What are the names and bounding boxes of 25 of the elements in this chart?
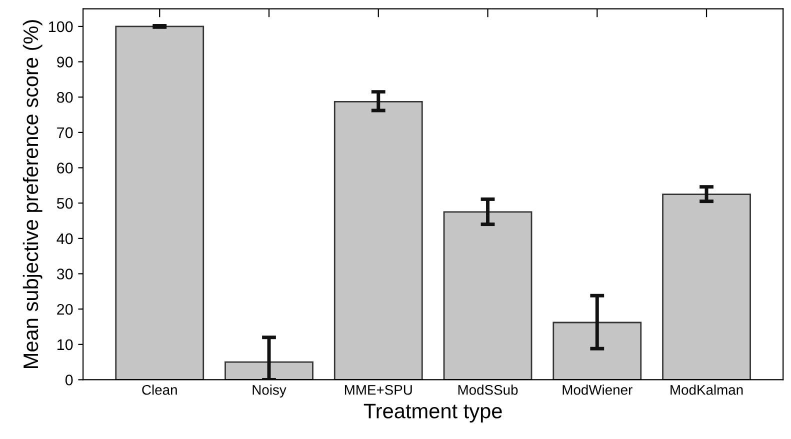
y-tick-label: 40 bbox=[56, 233, 73, 244]
y-tick-label: 10 bbox=[58, 339, 73, 350]
x-axis-title: Treatment type bbox=[364, 404, 502, 423]
x-tick-label: Clean bbox=[142, 384, 177, 395]
y-tick-label: 50 bbox=[56, 198, 73, 209]
y-tick-label: 100 bbox=[49, 21, 73, 32]
bar bbox=[443, 211, 532, 380]
bar bbox=[115, 26, 204, 380]
y-tick-label: 80 bbox=[57, 92, 73, 103]
x-tick-label: ModWiener bbox=[562, 384, 632, 395]
y-tick-label: 20 bbox=[57, 304, 73, 315]
y-axis-title: Mean subjective preference score (%) bbox=[22, 20, 42, 368]
bar bbox=[334, 101, 423, 380]
x-tick-label: ModKalman bbox=[670, 384, 743, 395]
x-tick-label: MME+SPU bbox=[344, 384, 412, 395]
bar bbox=[662, 194, 751, 380]
y-tick-label: 0 bbox=[65, 374, 73, 386]
y-tick-label: 90 bbox=[57, 56, 73, 68]
y-tick-label: 30 bbox=[56, 268, 73, 280]
bar bbox=[224, 361, 314, 380]
bar bbox=[552, 322, 642, 380]
y-tick-label: 60 bbox=[57, 162, 73, 174]
y-tick-label: 70 bbox=[57, 127, 73, 138]
x-tick-label: ModSSub bbox=[458, 384, 518, 395]
x-tick-label: Noisy bbox=[252, 384, 286, 398]
